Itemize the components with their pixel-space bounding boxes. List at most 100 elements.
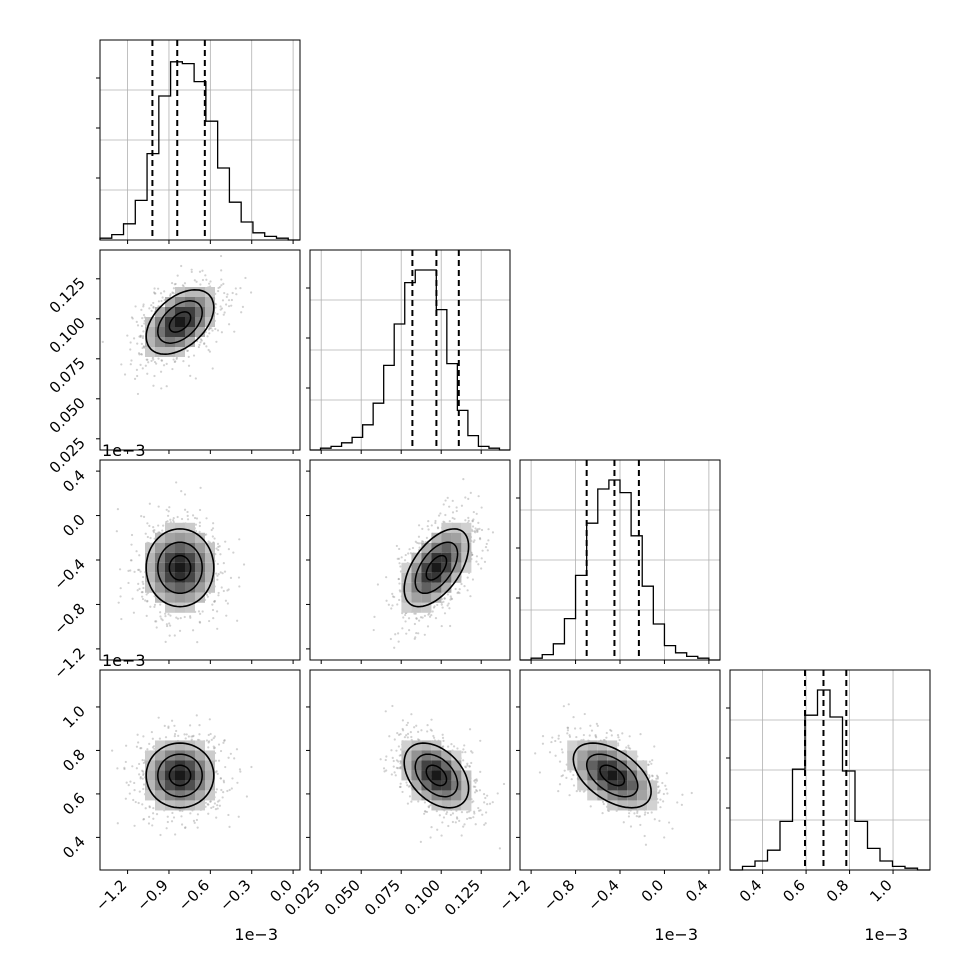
y-tick-label: −0.8 [50,600,88,638]
sample-point [198,621,202,624]
sample-point [119,587,122,590]
sample-point [199,486,202,489]
density-cell [647,790,658,801]
sample-point [475,789,479,793]
density-cell [411,790,422,801]
sample-point [150,730,153,734]
sample-point [142,575,145,579]
sample-point [216,329,220,332]
sample-point [139,777,142,780]
density-cell [587,770,598,781]
sample-point [417,535,421,538]
sample-point [550,740,553,744]
sample-point [224,599,228,602]
sample-point [417,730,420,733]
sample-point [398,562,401,565]
sample-point [146,372,149,375]
sample-point [466,576,469,579]
sample-point [449,624,452,628]
density-cell [165,790,175,801]
sample-point [455,506,458,509]
sample-point [653,745,656,748]
density-cell [185,542,195,553]
density-cell [441,522,452,533]
density-cell [185,750,195,761]
sample-point [220,278,223,281]
sample-point [168,622,171,625]
sample-point [184,737,187,740]
sample-point [141,336,144,340]
sample-point [442,520,445,523]
y-tick-label: 0.0 [59,511,89,541]
sample-point [430,826,433,829]
sample-point [136,342,139,345]
density-cell [597,780,608,791]
sample-point [227,548,230,551]
sample-point [190,735,193,738]
sample-point [193,516,197,520]
sample-point [116,508,120,511]
sample-point [210,738,213,741]
sample-point [435,810,438,813]
sample-point [456,817,459,820]
sample-point [635,815,638,818]
sample-point [159,611,162,614]
sample-point [405,632,408,635]
sample-point [206,595,209,598]
sample-point [211,527,215,530]
sample-point [162,364,166,367]
sample-point [152,306,155,309]
sample-point [462,825,465,828]
sample-point [395,766,398,769]
sample-point [222,282,225,285]
sample-point [455,509,458,513]
sample-point [160,359,163,362]
sample-point [145,358,148,361]
sample-point [541,734,545,738]
sample-point [473,779,476,783]
sample-point [474,527,477,530]
sample-point [220,788,223,792]
sample-point [133,781,136,785]
density-cell [577,780,588,791]
sample-point [194,377,197,380]
sample-point [168,294,172,297]
sample-point [157,287,160,290]
sample-point [602,802,605,806]
sample-point [137,352,141,355]
sample-point [147,822,151,825]
sample-point [605,736,608,739]
sample-point [183,493,187,496]
sample-point [621,732,624,735]
sample-point [153,529,156,532]
sample-point [126,334,129,337]
density-cell [617,750,628,761]
sample-point [129,569,132,572]
sample-point [130,359,133,362]
contour-line [168,311,192,333]
x-tick-label: −0.8 [540,876,578,914]
sample-point [215,610,219,613]
sample-point [214,808,218,811]
sample-point [173,283,176,286]
sample-point [198,343,201,347]
sample-point [408,795,412,798]
sample-point [176,515,179,519]
sample-point [139,335,142,339]
sample-point [664,784,667,787]
sample-point [218,799,221,802]
density-cell [165,780,175,791]
sample-point [221,796,224,799]
sample-point [583,712,586,716]
sample-point [141,580,144,583]
sample-point [460,504,464,507]
sample-point [161,529,164,532]
density-cell [195,592,205,603]
sample-point [441,736,445,739]
sample-point [224,540,227,543]
density-cell [431,562,442,573]
sample-point [157,305,160,308]
sample-point [421,527,424,531]
sample-point [451,812,455,815]
sample-point [423,812,426,815]
